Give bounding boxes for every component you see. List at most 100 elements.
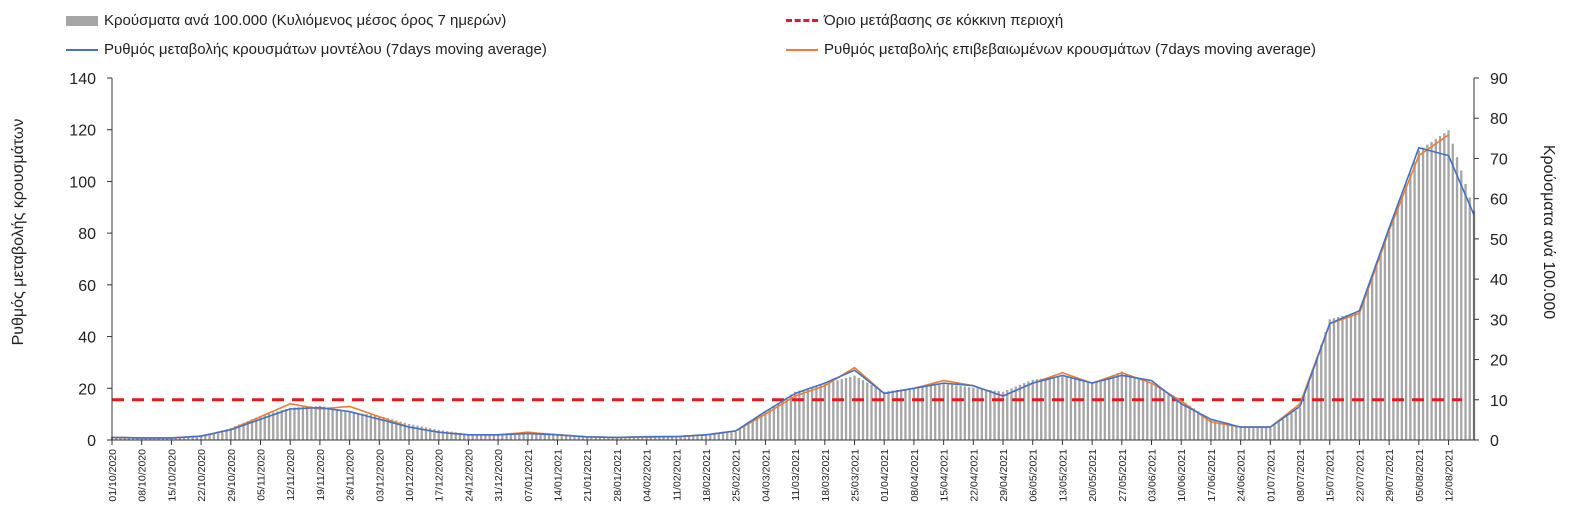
case-bar — [908, 388, 911, 440]
case-bar — [815, 385, 818, 440]
case-bar — [407, 423, 411, 440]
case-bar — [416, 425, 419, 440]
case-bar — [577, 435, 580, 440]
case-bar — [776, 403, 780, 440]
case-bar — [1069, 377, 1073, 440]
case-bar — [1383, 242, 1387, 440]
case-bar — [1010, 388, 1013, 440]
case-bar — [424, 427, 428, 440]
case-bar — [581, 435, 585, 440]
x-tick-label: 10/12/2020 — [404, 449, 416, 502]
case-bar — [1434, 138, 1437, 440]
case-bar — [216, 431, 220, 440]
case-bar — [1345, 314, 1348, 440]
case-bar — [263, 414, 266, 440]
confirmed-rate-line — [111, 134, 1449, 439]
case-bar — [802, 389, 805, 440]
case-bar — [543, 433, 546, 440]
case-bar — [1230, 425, 1234, 440]
case-bar — [530, 432, 534, 440]
case-bar — [1464, 183, 1467, 440]
x-tick-label: 11/02/2021 — [671, 449, 683, 501]
case-bar — [827, 382, 831, 440]
x-tick-label: 29/04/2021 — [998, 449, 1010, 502]
case-bar — [874, 387, 877, 440]
case-bar — [1052, 376, 1056, 440]
case-bar — [522, 432, 525, 440]
legend-threshold: Όριο μετάβασης σε κόκκινη περιοχή — [786, 12, 1063, 29]
case-bar — [161, 437, 165, 440]
case-bar — [925, 385, 928, 440]
case-bar — [127, 437, 131, 440]
case-bar — [306, 406, 309, 440]
case-bar — [687, 435, 691, 440]
case-bar — [1341, 315, 1344, 440]
case-bar — [666, 435, 669, 440]
case-bar — [1065, 376, 1068, 440]
case-bar — [1247, 427, 1251, 440]
case-bar — [178, 437, 182, 440]
case-bar — [649, 435, 653, 440]
case-bar — [369, 414, 372, 440]
case-bar — [1337, 317, 1340, 440]
model-rate-line — [111, 147, 1475, 439]
case-bar — [1197, 411, 1200, 440]
case-bar — [509, 433, 513, 440]
x-tick-label: 14/01/2021 — [553, 449, 565, 502]
case-bar — [242, 422, 245, 440]
case-bar — [1044, 377, 1047, 440]
case-bar — [717, 433, 720, 440]
case-bar — [1239, 427, 1242, 440]
case-bar — [501, 433, 504, 440]
case-bar — [280, 410, 283, 440]
case-bar — [709, 434, 712, 440]
case-bar — [479, 433, 483, 440]
case-bar — [1400, 196, 1404, 440]
case-bar — [883, 391, 886, 440]
y-right-tick-label: 60 — [1490, 192, 1508, 209]
legend-bars-swatch — [66, 15, 98, 26]
legend-model-label: Ρυθμός μεταβολής κρουσμάτων μοντέλου (7d… — [104, 41, 547, 58]
case-bar — [619, 436, 623, 440]
case-bar — [967, 387, 971, 440]
case-bar — [233, 426, 237, 440]
case-bar — [1116, 373, 1119, 440]
case-bar — [1328, 319, 1331, 440]
x-tick-label: 18/02/2021 — [701, 449, 713, 502]
y-axis-right-title: Κρούσματα ανά 100.000 — [1540, 145, 1557, 319]
case-bar — [539, 432, 542, 440]
case-bar — [564, 434, 568, 440]
case-bar — [658, 435, 661, 440]
case-bar — [870, 384, 873, 440]
x-tick-label: 04/03/2021 — [760, 449, 772, 502]
case-bar — [132, 437, 135, 440]
case-bar — [891, 390, 894, 440]
case-bar — [700, 434, 703, 440]
case-bar — [1006, 390, 1009, 440]
case-bar — [1311, 369, 1314, 440]
case-bar — [603, 436, 606, 440]
case-bar — [1417, 150, 1421, 440]
y-left-tick-label: 80 — [78, 226, 96, 243]
case-bar — [403, 422, 406, 440]
case-bar — [636, 436, 640, 440]
case-bar — [250, 419, 254, 440]
case-bar — [760, 414, 763, 440]
x-tick-label: 29/10/2020 — [226, 449, 238, 502]
case-bar — [942, 383, 945, 440]
case-bar — [1460, 170, 1463, 440]
case-bar — [861, 380, 865, 440]
x-tick-label: 22/10/2020 — [196, 449, 208, 502]
case-bar — [327, 407, 330, 440]
x-tick-label: 10/06/2021 — [1176, 449, 1188, 502]
case-bar — [653, 435, 657, 440]
case-bar — [1175, 397, 1179, 440]
case-bar — [322, 406, 326, 440]
case-bar — [1099, 380, 1102, 440]
x-tick-label: 18/03/2021 — [820, 449, 832, 502]
case-bar — [1358, 311, 1361, 440]
case-bar — [246, 421, 249, 440]
case-bar — [1061, 375, 1064, 440]
case-bar — [768, 408, 771, 440]
case-bar — [624, 436, 627, 440]
